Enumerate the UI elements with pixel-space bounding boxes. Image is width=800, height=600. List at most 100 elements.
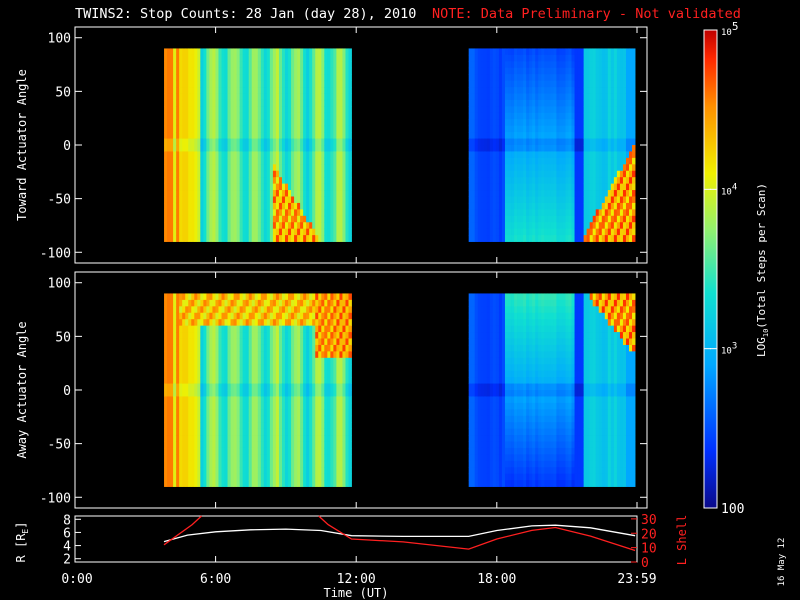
heatmap-cell xyxy=(281,138,286,146)
heatmap-cell xyxy=(176,422,180,430)
heatmap-cell xyxy=(182,383,186,391)
heatmap-cell xyxy=(538,48,542,56)
heatmap-cell xyxy=(318,67,322,75)
heatmap-cell xyxy=(242,370,247,378)
heatmap-cell xyxy=(182,145,186,152)
heatmap-cell xyxy=(230,228,234,236)
heatmap-cell xyxy=(185,99,189,107)
heatmap-cell xyxy=(278,447,283,455)
heatmap-cell xyxy=(315,138,319,146)
heatmap-cell xyxy=(212,299,216,307)
heatmap-cell xyxy=(529,132,533,139)
heatmap-cell xyxy=(167,209,171,217)
heatmap-cell xyxy=(170,325,174,333)
heatmap-cell xyxy=(167,151,171,159)
heatmap-cell xyxy=(191,80,195,88)
heatmap-cell xyxy=(260,447,265,455)
heatmap-cell xyxy=(622,54,627,62)
heatmap-cell xyxy=(294,390,298,397)
heatmap-cell xyxy=(272,306,277,314)
heatmap-cell xyxy=(212,377,216,384)
heatmap-cell xyxy=(318,99,322,107)
heatmap-cell xyxy=(254,112,259,120)
heatmap-cell xyxy=(173,306,177,314)
heatmap-cell xyxy=(613,222,618,230)
heatmap-cell xyxy=(550,54,554,62)
heatmap-cell xyxy=(197,170,201,178)
heatmap-cell xyxy=(288,177,292,185)
heatmap-cell xyxy=(164,435,168,442)
heatmap-cell xyxy=(278,344,283,352)
heatmap-cell xyxy=(182,441,186,449)
heatmap-cell xyxy=(218,390,222,397)
heatmap-cell xyxy=(324,164,328,172)
heatmap-cell xyxy=(221,396,225,404)
heatmap-cell xyxy=(598,157,603,165)
heatmap-cell xyxy=(589,54,594,62)
heatmap-cell xyxy=(215,145,219,152)
heatmap-cell xyxy=(245,357,250,365)
y-tick-label: -100 xyxy=(40,246,71,261)
heatmap-cell xyxy=(562,48,566,56)
heatmap-cell xyxy=(284,383,289,391)
heatmap-cell xyxy=(330,157,334,165)
heatmap-cell xyxy=(272,80,277,88)
heatmap-cell xyxy=(278,325,283,333)
heatmap-cell xyxy=(477,145,482,152)
heatmap-cell xyxy=(182,61,186,69)
heatmap-cell xyxy=(535,235,539,242)
heatmap-cell xyxy=(242,145,247,152)
heatmap-cell xyxy=(263,93,268,101)
heatmap-cell xyxy=(632,132,636,139)
heatmap-cell xyxy=(607,87,612,94)
heatmap-cell xyxy=(200,74,204,82)
heatmap-cell xyxy=(191,357,195,365)
heatmap-cell xyxy=(297,228,301,236)
heatmap-cell xyxy=(619,209,624,217)
heatmap-cell xyxy=(260,170,265,178)
heatmap-cell xyxy=(468,99,473,107)
heatmap-cell xyxy=(535,157,539,165)
heatmap-cell xyxy=(315,99,319,107)
heatmap-cell xyxy=(272,351,277,359)
heatmap-cell xyxy=(327,87,331,94)
heatmap-cell xyxy=(327,80,331,88)
heatmap-cell xyxy=(514,209,518,217)
heatmap-cell xyxy=(520,157,524,165)
heatmap-cell xyxy=(309,61,313,69)
heatmap-cell xyxy=(610,202,615,210)
heatmap-cell xyxy=(167,415,171,423)
heatmap-cell xyxy=(492,190,497,197)
heatmap-cell xyxy=(215,164,219,172)
heatmap-cell xyxy=(333,170,337,178)
heatmap-cell xyxy=(294,454,298,462)
heatmap-cell xyxy=(272,228,277,236)
heatmap-cell xyxy=(288,422,292,430)
heatmap-cell xyxy=(203,67,207,75)
heatmap-cell xyxy=(300,196,304,204)
heatmap-cell xyxy=(333,112,337,120)
heatmap-cell xyxy=(218,473,222,481)
heatmap-cell xyxy=(345,183,349,191)
heatmap-cell xyxy=(257,377,262,384)
heatmap-cell xyxy=(275,61,280,69)
heatmap-cell xyxy=(333,87,337,94)
heatmap-cell xyxy=(251,112,256,120)
heatmap-cell xyxy=(492,196,497,204)
heatmap-cell xyxy=(260,422,265,430)
heatmap-cell xyxy=(260,202,265,210)
heatmap-cell xyxy=(562,222,566,230)
heatmap-cell xyxy=(170,222,174,230)
heatmap-cell xyxy=(233,164,238,172)
heatmap-cell xyxy=(288,132,292,139)
heatmap-cell xyxy=(508,80,512,88)
heatmap-cell xyxy=(486,209,491,217)
heatmap-cell xyxy=(275,99,280,107)
heatmap-cell xyxy=(266,177,271,185)
heatmap-cell xyxy=(589,222,594,230)
heatmap-cell xyxy=(245,312,250,320)
heatmap-cell xyxy=(263,138,268,146)
heatmap-cell xyxy=(248,190,253,197)
heatmap-cell xyxy=(327,54,331,62)
heatmap-cell xyxy=(598,132,603,139)
